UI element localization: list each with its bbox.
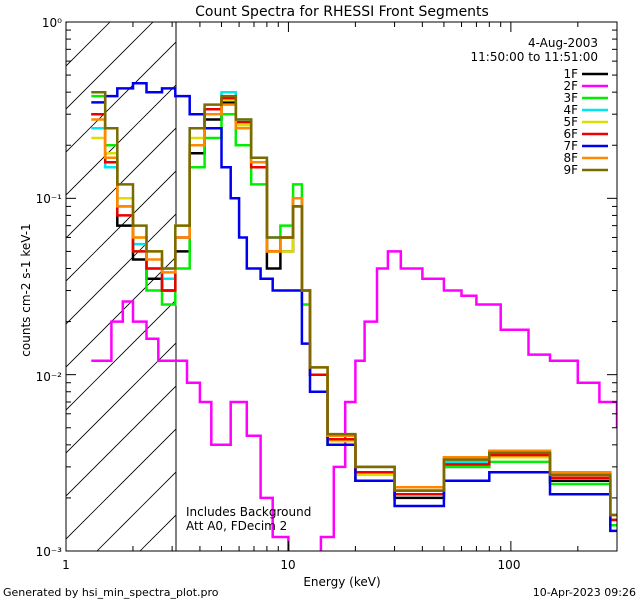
hatch-line: [66, 22, 68, 24]
legend-label: 2F: [563, 79, 578, 93]
y-axis-label: counts cm-2 s-1 keV-1: [19, 223, 33, 356]
hatch-line: [66, 428, 176, 540]
hatch-line: [66, 213, 176, 325]
x-tick-labels: 1 10 100: [62, 558, 520, 572]
hatch-line: [66, 127, 176, 239]
hatch-line: [66, 22, 154, 110]
hatch-line: [66, 41, 176, 153]
y-tick-labels: 10⁻³ 10⁻² 10⁻¹ 10⁰: [36, 16, 63, 559]
series-9f: [91, 90, 617, 517]
hatch-line: [66, 299, 176, 411]
legend-label: 5F: [563, 115, 578, 129]
legend-label: 3F: [563, 91, 578, 105]
series-7f: [91, 81, 617, 533]
footer-date: 10-Apr-2023 09:26: [533, 586, 636, 599]
hatch-line: [0, 0, 3, 560]
x-axis-label: Energy (keV): [303, 575, 380, 589]
chart-title: Count Spectra for RHESSI Front Segments: [195, 4, 489, 20]
annotation-date: 4-Aug-2003: [528, 36, 598, 50]
axis-ticks: [65, 21, 618, 552]
x-tick-label: 100: [498, 558, 521, 572]
footer-generated-by: Generated by hsi_min_spectra_plot.pro: [3, 586, 219, 599]
annotation-time: 11:50:00 to 11:51:00: [471, 50, 598, 64]
y-tick-label: 10⁰: [42, 16, 62, 30]
legend-label: 4F: [563, 103, 578, 117]
y-tick-label: 10⁻²: [36, 370, 63, 384]
legend-label: 7F: [563, 139, 578, 153]
series-layer: [91, 81, 617, 551]
hatch-line: [66, 84, 176, 196]
legend-label: 8F: [563, 151, 578, 165]
note-background: Includes Background: [186, 505, 311, 519]
legend-label: 6F: [563, 127, 578, 141]
y-tick-label: 10⁻¹: [36, 192, 63, 206]
legend-label: 1F: [563, 67, 578, 81]
hatch-line: [66, 170, 176, 282]
hatch-line: [66, 256, 176, 368]
note-attenuator: Att A0, FDecim 2: [186, 519, 287, 533]
legend-label: 9F: [563, 163, 578, 177]
hatched-region: [0, 0, 176, 560]
plot-frame: [65, 21, 618, 552]
hatch-line: [66, 385, 176, 497]
series-2f: [91, 250, 617, 551]
x-tick-label: 10: [280, 558, 295, 572]
x-tick-label: 1: [62, 558, 70, 572]
y-tick-label: 10⁻³: [36, 545, 63, 559]
